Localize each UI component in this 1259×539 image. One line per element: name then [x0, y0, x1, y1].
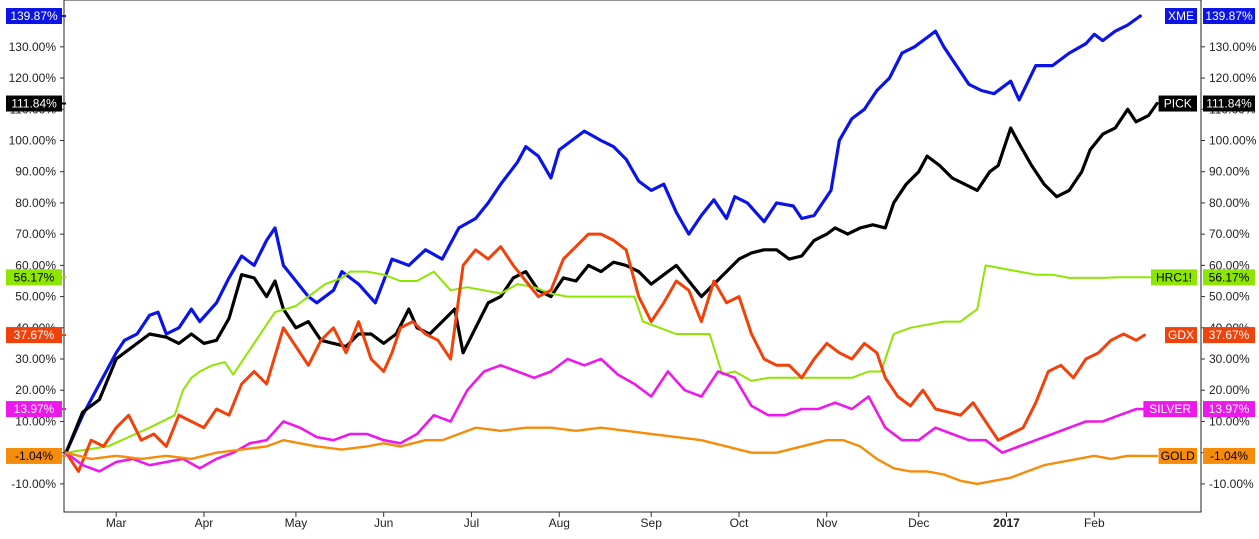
series-name-label-silver: SILVER — [1149, 402, 1191, 416]
series-name-label-hrc1: HRC1! — [1156, 270, 1192, 284]
right-value-label-gold: -1.04% — [1210, 449, 1248, 463]
right-value-tag-gold — [1203, 447, 1255, 464]
series-name-tag-gold — [1158, 447, 1197, 464]
y-tick-label-left: 30.00% — [15, 352, 56, 366]
left-value-tag-pick — [6, 95, 62, 112]
left-value-label-gold: -1.04% — [15, 449, 53, 463]
series-line-gdx — [64, 232, 1146, 473]
series-name-tag-hrc1 — [1151, 269, 1197, 286]
series-name-tag-silver — [1143, 401, 1197, 418]
left-value-tag-silver — [6, 401, 62, 418]
y-tick-label-left: 120.00% — [9, 71, 57, 85]
y-tick-label-right: 100.00% — [1209, 133, 1257, 147]
y-tick-label-right: 20.00% — [1209, 383, 1250, 397]
series-line-silver — [64, 357, 1159, 473]
y-tick-label-left: 90.00% — [15, 165, 56, 179]
series-name-tag-xme — [1165, 8, 1197, 25]
right-value-label-xme: 139.87% — [1205, 9, 1253, 23]
x-tick-label: Dec — [908, 516, 929, 530]
y-tick-label-left: 20.00% — [15, 383, 56, 397]
right-value-label-gdx: 37.67% — [1209, 328, 1250, 342]
y-tick-label-right: 10.00% — [1209, 414, 1250, 428]
right-value-tag-xme — [1203, 8, 1255, 25]
y-tick-label-left: 70.00% — [15, 227, 56, 241]
plot-area-frame — [63, 0, 1202, 513]
y-tick-label-right: 60.00% — [1209, 258, 1250, 272]
x-tick-label: Sep — [641, 516, 663, 530]
left-value-label-pick: 111.84% — [11, 97, 57, 111]
y-tick-label-right: 50.00% — [1209, 290, 1250, 304]
series-lines — [64, 14, 1159, 486]
series-name-tag-gdx — [1165, 327, 1197, 344]
y-tick-label-left: 10.00% — [15, 414, 56, 428]
y-tick-label-right: 80.00% — [1209, 196, 1250, 210]
series-line-xme — [64, 14, 1142, 455]
y-tick-label-right: 90.00% — [1209, 165, 1250, 179]
y-tick-label-right: -10.00% — [1209, 477, 1254, 491]
y-tick-label-left: 80.00% — [15, 196, 56, 210]
x-tick-label: Oct — [730, 516, 749, 530]
x-tick-label: May — [285, 516, 308, 530]
left-value-tag-gold — [6, 447, 62, 464]
x-tick-label: Feb — [1084, 516, 1105, 530]
right-value-tag-gdx — [1203, 327, 1255, 344]
x-axis: Mar Apr May Jun Jul Aug Sep Oct Nov Dec 2017 Feb — [106, 512, 1105, 530]
x-tick-label: Jul — [464, 516, 479, 530]
series-name-label-gold: GOLD — [1161, 449, 1195, 463]
y-tick-label-right: 120.00% — [1209, 71, 1257, 85]
right-value-tag-hrc1 — [1203, 269, 1255, 286]
x-tick-label: 2017 — [993, 516, 1020, 530]
right-value-label-pick: 111.84% — [1206, 97, 1252, 111]
y-tick-label-right: 30.00% — [1209, 352, 1250, 366]
left-value-tag-xme — [6, 8, 62, 25]
y-tick-label-right: 130.00% — [1209, 40, 1257, 54]
right-y-axis: 130.00%120.00%110.00%100.00%90.00%80.00%… — [1201, 40, 1257, 491]
right-value-tag-pick — [1203, 95, 1255, 112]
left-value-label-silver: 13.97% — [14, 402, 55, 416]
series-name-label-xme: XME — [1168, 9, 1194, 23]
y-tick-label-left: 100.00% — [9, 133, 57, 147]
series-value-labels: 139.87% 139.87% XME 111.84% 111.84% PICK 56.17… — [6, 8, 1255, 464]
left-value-label-hrc1: 56.17% — [14, 270, 55, 284]
left-value-label-xme: 139.87% — [10, 9, 58, 23]
right-value-label-hrc1: 56.17% — [1209, 270, 1250, 284]
x-tick-label: Aug — [549, 516, 570, 530]
y-tick-label-left: 50.00% — [15, 290, 56, 304]
left-value-tag-hrc1 — [6, 269, 62, 286]
series-name-label-pick: PICK — [1164, 97, 1192, 111]
left-value-tag-gdx — [6, 327, 62, 344]
y-tick-label-right: 70.00% — [1209, 227, 1250, 241]
series-line-hrc1 — [65, 264, 1158, 454]
right-value-tag-silver — [1203, 401, 1255, 418]
y-tick-label-left: 60.00% — [15, 258, 56, 272]
right-value-label-silver: 13.97% — [1209, 402, 1250, 416]
left-value-label-gdx: 37.67% — [14, 328, 55, 342]
series-line-gold — [64, 426, 1159, 486]
x-tick-label: Nov — [816, 516, 837, 530]
y-tick-label-left: -10.00% — [11, 477, 56, 491]
series-name-label-gdx: GDX — [1168, 328, 1194, 342]
x-tick-label: Apr — [195, 516, 214, 530]
series-name-tag-pick — [1158, 95, 1197, 112]
y-tick-label-left: 130.00% — [9, 40, 57, 54]
x-tick-label: Jun — [374, 516, 393, 530]
x-tick-label: Mar — [106, 516, 127, 530]
